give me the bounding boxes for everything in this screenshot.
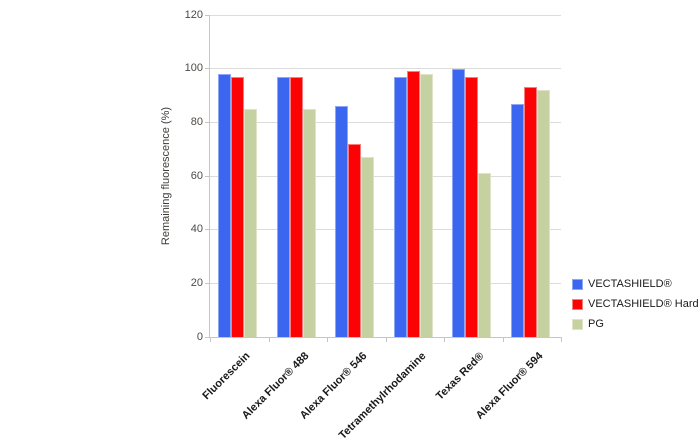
y-tick-label: 0 [196,330,203,343]
bar-vectashield [335,106,348,337]
bar-vectashield-hard-set [465,76,478,337]
y-tick-label: 60 [190,169,203,182]
bar-vectashield [510,103,524,337]
y-tick-label: 120 [184,8,203,21]
y-axis-tick [205,68,210,70]
legend-swatch-pg [572,318,583,330]
y-gridline [210,68,561,70]
legend-label: PG [588,318,604,330]
legend-swatch-vectashield [572,278,583,290]
legend-label: VECTASHIELD® Hard Set™ [588,298,700,310]
bar-vectashield-hard-set [231,76,244,337]
bar-vectashield [276,76,290,337]
x-axis-tick [327,337,328,342]
legend-item-vectashield: VECTASHIELD® [572,277,700,291]
y-gridline [210,282,561,284]
bar-pg [302,108,316,337]
y-axis-tick [205,229,210,231]
legend-label: VECTASHIELD® [588,278,672,290]
x-axis-tick [444,337,445,342]
legend-item-pg: PG [572,317,700,331]
y-gridline [210,175,561,177]
y-axis-tick [205,282,210,284]
y-tick-label: 20 [190,276,203,289]
x-axis-tick [385,337,387,342]
bar-pg [361,157,374,337]
bar-pg [244,108,257,337]
y-gridline [210,121,561,123]
bar-vectashield [452,68,465,337]
x-axis-tick [502,337,504,342]
y-tick-label: 80 [190,115,203,128]
bar-pg [536,90,550,337]
bar-vectashield-hard-set [406,71,420,337]
y-axis-tick [205,121,210,123]
x-axis-tick [210,337,211,342]
y-gridline [210,229,561,231]
bar-pg [419,74,433,337]
bar-vectashield-hard-set [523,87,537,337]
y-tick-label: 40 [190,223,203,236]
y-axis-tick [205,175,210,177]
bar-vectashield [393,76,407,337]
y-tick-label: 100 [184,62,203,75]
bar-vectashield-hard-set [348,143,361,337]
bar-pg [478,173,491,337]
bar-vectashield [218,74,231,337]
y-axis-line [209,15,210,337]
bar-vectashield-hard-set [289,76,303,337]
x-axis-tick [268,337,270,342]
legend: VECTASHIELD® VECTASHIELD® Hard Set™ PG [572,277,700,337]
y-gridline [210,14,561,16]
legend-item-vectashield-hard-set: VECTASHIELD® Hard Set™ [572,297,700,311]
x-axis-tick [561,337,562,342]
y-axis-tick [205,14,210,16]
y-axis-tick [205,336,210,338]
legend-swatch-vectashield-hard-set [572,298,583,310]
